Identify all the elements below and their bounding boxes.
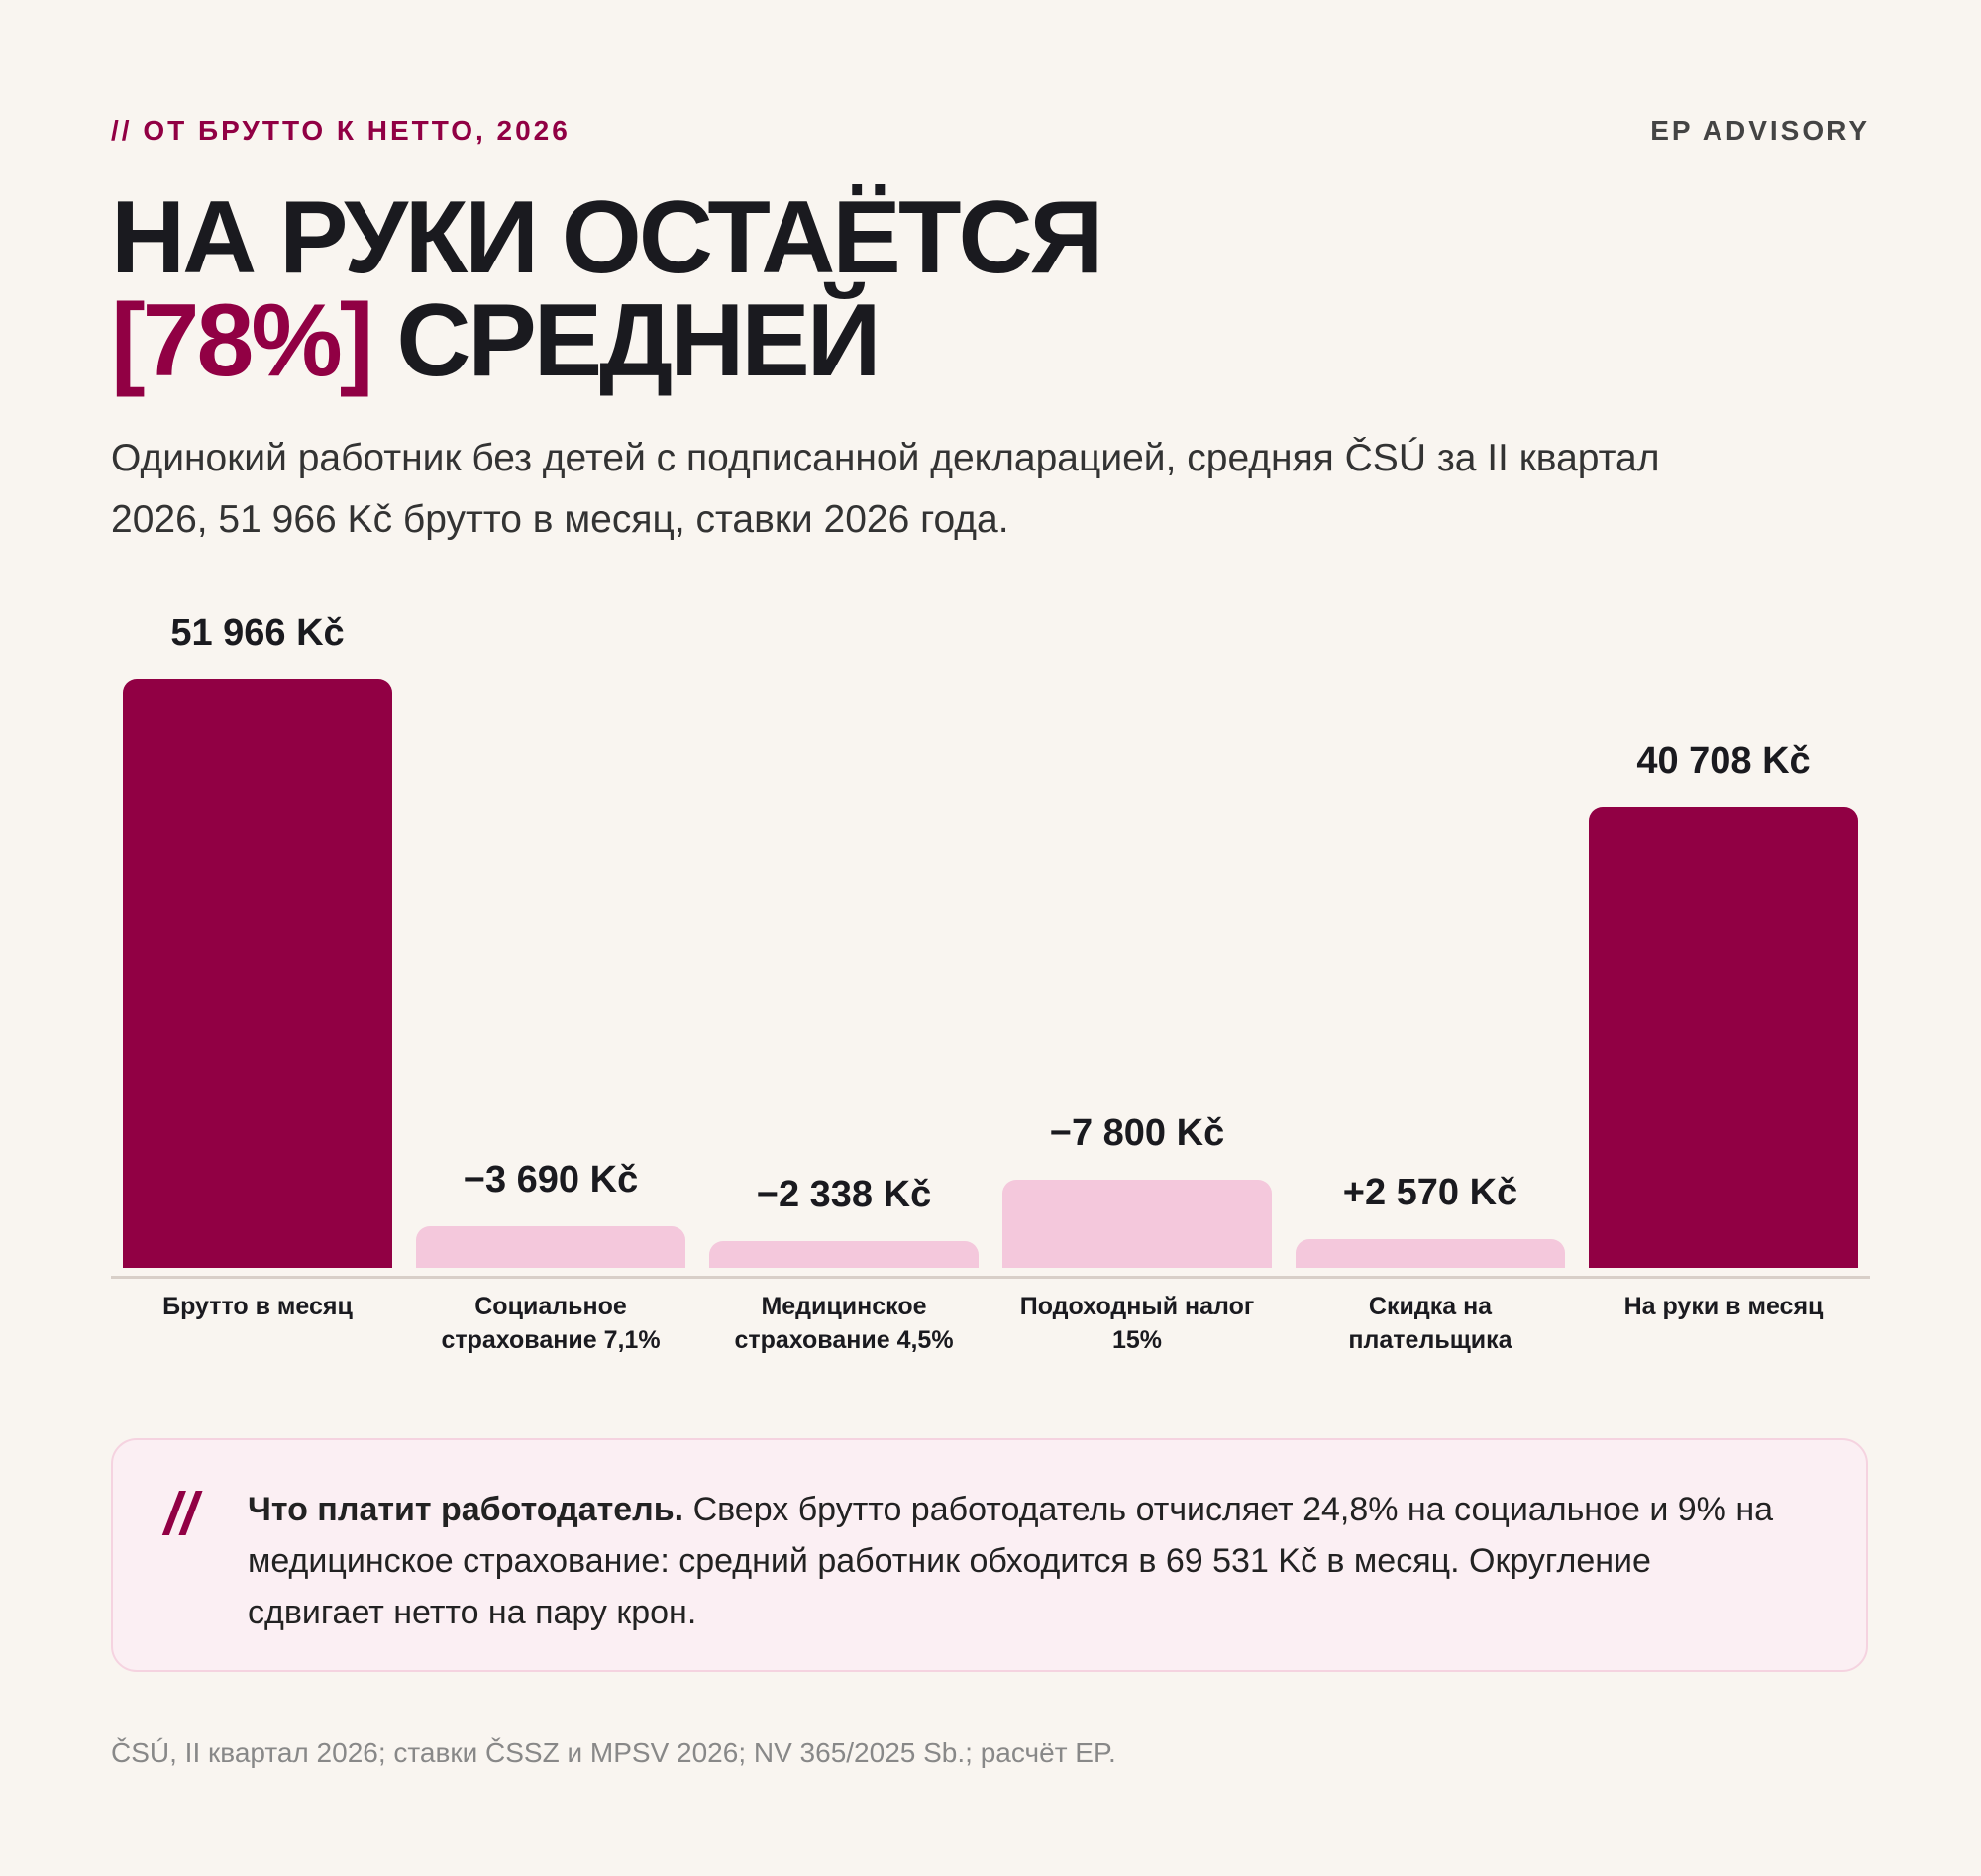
value-label: −3 690 Kč xyxy=(463,1158,639,1200)
baseline xyxy=(111,1276,1870,1279)
category-label: Медицинское страхование 4,5% xyxy=(734,1293,954,1354)
footer: ČSÚ, II квартал 2026; ставки ČSSZ и MPSV… xyxy=(111,1737,1116,1768)
bar xyxy=(709,1241,979,1268)
bar xyxy=(1002,1179,1272,1268)
title-line: [78%] СРЕДНЕЙ xyxy=(111,289,1100,392)
category-label: На руки в месяц xyxy=(1623,1293,1824,1320)
note-box: // Что платит работодатель. Сверх брутто… xyxy=(111,1438,1868,1672)
title-text: СРЕДНЕЙ xyxy=(396,283,881,398)
note-icon: // xyxy=(164,1481,198,1547)
brand: EP ADVISORY xyxy=(1650,115,1870,146)
bar xyxy=(1589,806,1858,1268)
note-lead: Что платит работодатель. xyxy=(248,1491,684,1528)
note-text: Что платит работодатель. Сверх брутто ра… xyxy=(248,1484,1793,1638)
category-label: Подоходный налог 15% xyxy=(1019,1293,1255,1354)
kicker: // ОТ БРУТТО К НЕТТО, 2026 xyxy=(111,115,571,146)
note-body: Сверх брутто работодатель отчисляет 24,8… xyxy=(248,1491,1774,1631)
category-label: Скидка на плательщика xyxy=(1348,1293,1512,1354)
value-label: −2 338 Kč xyxy=(756,1174,932,1216)
category-label: Социальное страхование 7,1% xyxy=(441,1293,661,1354)
title: НА РУКИ ОСТАЁТСЯ [78%] СРЕДНЕЙ xyxy=(111,180,1103,392)
bar xyxy=(123,679,392,1268)
title-highlight: [78%] xyxy=(111,283,373,398)
category-label: Брутто в месяц xyxy=(162,1293,353,1320)
value-label: 40 708 Kč xyxy=(1636,739,1811,782)
bar xyxy=(416,1225,685,1268)
bar xyxy=(1296,1238,1565,1268)
subtitle: Одинокий работник без детей с подписанно… xyxy=(111,437,1660,541)
title-line: НА РУКИ ОСТАЁТСЯ xyxy=(111,180,1103,295)
value-label: +2 570 Kč xyxy=(1342,1171,1518,1213)
value-label: 51 966 Kč xyxy=(170,612,345,654)
value-label: −7 800 Kč xyxy=(1049,1111,1225,1154)
